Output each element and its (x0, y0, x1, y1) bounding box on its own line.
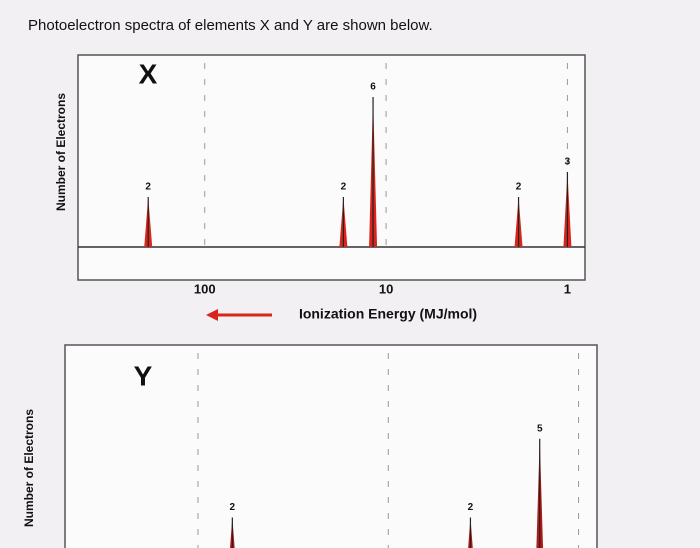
heading: Photoelectron spectra of elements X and … (28, 17, 433, 34)
x-tick-label: 100 (194, 281, 216, 296)
x-tick-label: 10 (379, 281, 393, 296)
peak-label: 3 (565, 157, 571, 168)
y-axis-label: Number of Electrons (54, 93, 68, 211)
peak-label: 2 (145, 182, 151, 193)
peak-label: 6 (370, 82, 376, 93)
panel-frame (77, 54, 586, 281)
x-tick-label: 1 (564, 281, 571, 296)
panel-title: Y (134, 360, 153, 391)
x-axis-label: Ionization Energy (MJ/mol) (299, 306, 477, 322)
panel-title: X (139, 58, 158, 89)
peak-label: 5 (537, 423, 543, 434)
panel-frame (64, 344, 598, 548)
peak-label: 2 (468, 502, 474, 513)
arrow-head (206, 309, 218, 321)
peak-label: 2 (516, 182, 522, 193)
peak-label: 2 (230, 502, 236, 513)
peak-label: 2 (341, 182, 347, 193)
y-axis-label: Number of Electrons (22, 409, 36, 527)
